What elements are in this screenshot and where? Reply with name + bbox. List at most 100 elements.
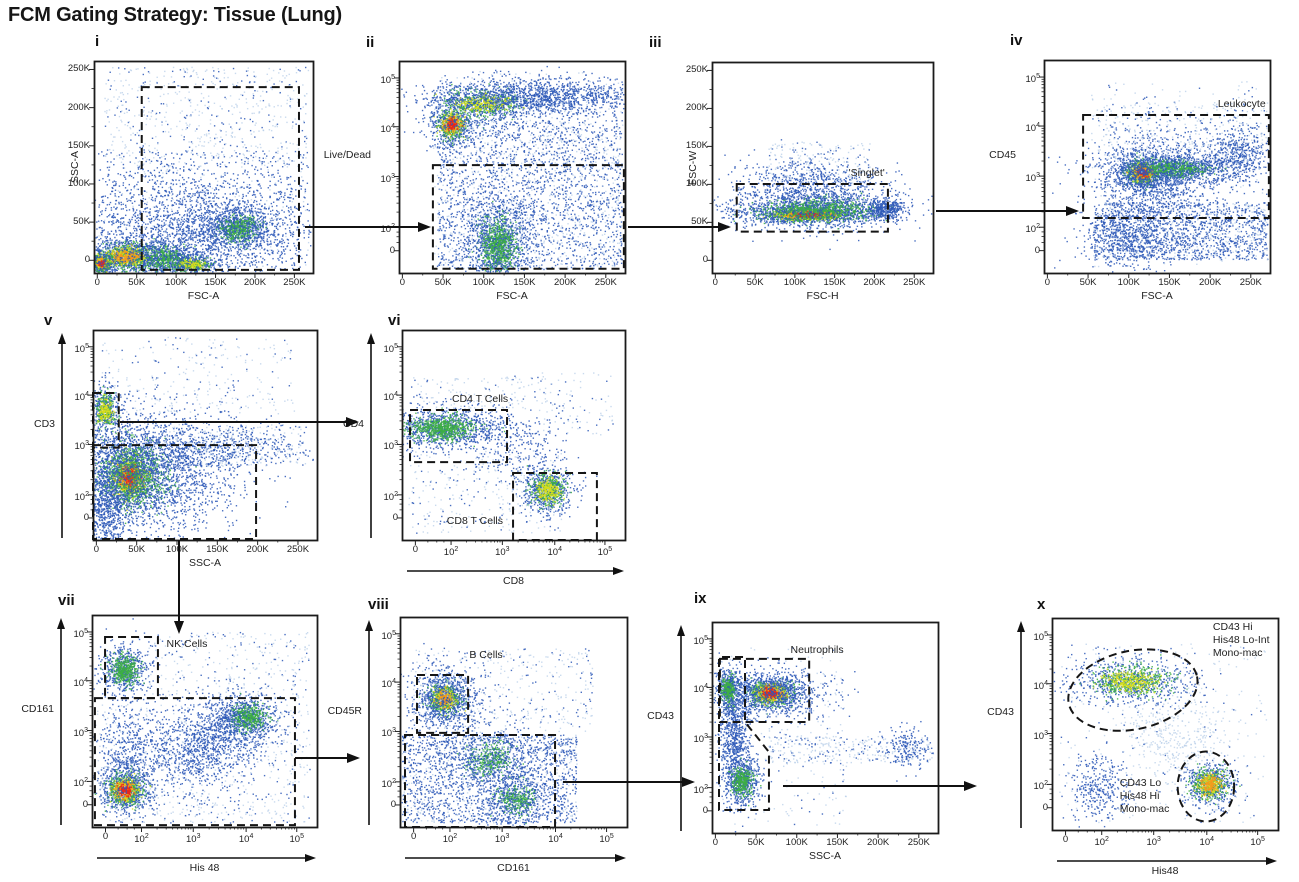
x-tick-label: 105 xyxy=(599,833,614,846)
x-tick-label: 0 xyxy=(399,277,406,288)
panel-numeral-vi: vi xyxy=(388,312,401,329)
panel-numeral-ix: ix xyxy=(694,590,707,607)
x-tick-label: 102 xyxy=(1094,836,1109,849)
figure-title: FCM Gating Strategy: Tissue (Lung) xyxy=(8,4,342,26)
x-axis-label-vi: CD8 xyxy=(502,575,524,587)
scatter-canvas-ii xyxy=(399,61,625,273)
scatter-canvas-i xyxy=(94,61,313,273)
x-tick-label: 50K xyxy=(747,837,765,848)
y-tick-label: 104 xyxy=(381,678,396,691)
x-axis-label-x: His48 xyxy=(1151,865,1179,877)
y-tick-label: 104 xyxy=(1033,679,1048,692)
y-tick-label: 105 xyxy=(73,627,88,641)
x-tick-label: 50K xyxy=(128,277,146,288)
x-axis-label-ii: FSC-A xyxy=(496,290,528,302)
y-tick-label: 103 xyxy=(73,726,88,739)
y-tick-label: 102 xyxy=(1025,223,1040,236)
y-axis-label-viii: CD45R xyxy=(327,704,362,717)
x-tick-label: 150K xyxy=(204,277,227,288)
x-tick-label: 150K xyxy=(206,544,229,555)
y-tick-label: 103 xyxy=(381,727,396,740)
y-tick-label: 104 xyxy=(73,676,88,689)
x-tick-label: 0 xyxy=(1062,834,1069,845)
y-tick-label: 103 xyxy=(383,440,398,453)
y-tick-label: 100K xyxy=(67,177,90,189)
x-tick-label: 150K xyxy=(823,277,846,288)
x-tick-label: 0 xyxy=(712,277,718,288)
x-tick-label: 250K xyxy=(907,837,930,848)
x-axis-label-v: SSC-A xyxy=(188,557,222,569)
y-tick-label: 0 xyxy=(390,798,396,810)
x-tick-label: 250K xyxy=(286,544,310,555)
x-tick-label: 0 xyxy=(410,831,417,842)
y-tick-label: 102 xyxy=(381,777,396,790)
x-tick-label: 105 xyxy=(597,546,613,559)
y-axis-label-x: CD43 xyxy=(987,706,1014,719)
x-tick-label: 102 xyxy=(443,546,459,559)
y-tick-label: 0 xyxy=(1042,801,1048,813)
x-tick-label: 200K xyxy=(554,277,577,288)
y-tick-label: 0 xyxy=(702,254,708,266)
population-label-vi-1: CD8 T Cells xyxy=(446,514,504,527)
scatter-canvas-iv xyxy=(1044,60,1270,273)
x-axis-label-ix: SSC-A xyxy=(808,850,842,862)
panel-numeral-x: x xyxy=(1037,596,1046,613)
y-tick-label: 0 xyxy=(392,511,398,523)
y-axis-label-i: SSC-A xyxy=(69,150,81,184)
scatter-canvas-v xyxy=(93,330,317,540)
y-tick-label: 102 xyxy=(380,223,395,236)
x-tick-label: 0 xyxy=(102,831,109,842)
x-tick-label: 103 xyxy=(495,546,510,559)
x-tick-label: 100K xyxy=(785,837,808,848)
x-tick-label: 104 xyxy=(548,833,563,846)
x-tick-label: 150K xyxy=(826,837,849,848)
x-tick-label: 50K xyxy=(1079,277,1097,288)
y-tick-label: 103 xyxy=(693,732,708,746)
x-tick-label: 200K xyxy=(863,277,886,288)
x-tick-label: 100K xyxy=(165,544,189,555)
x-tick-label: 50K xyxy=(434,277,452,288)
y-tick-label: 0 xyxy=(1034,244,1040,256)
x-tick-label: 250K xyxy=(594,277,617,288)
y-tick-label: 105 xyxy=(74,342,89,355)
y-tick-label: 200K xyxy=(685,102,708,114)
y-axis-label-ix: CD43 xyxy=(647,709,674,722)
x-axis-label-vii: His 48 xyxy=(189,862,220,874)
y-tick-label: 104 xyxy=(380,122,395,135)
x-tick-label: 200K xyxy=(246,544,269,555)
x-tick-label: 250K xyxy=(1239,277,1262,288)
y-tick-label: 104 xyxy=(74,391,89,404)
panel-numeral-iii: iii xyxy=(649,34,662,51)
x-axis-arrowhead xyxy=(615,854,626,862)
y-tick-label: 103 xyxy=(74,440,89,453)
x-tick-label: 102 xyxy=(442,833,458,846)
scatter-canvas-vi xyxy=(402,330,625,540)
y-tick-label: 0 xyxy=(82,798,88,810)
panel-numeral-vii: vii xyxy=(58,592,75,609)
y-axis-label-v: CD3 xyxy=(33,417,55,430)
y-axis-label-iv: CD45 xyxy=(989,148,1016,161)
population-label-x-0: CD43 Hi His48 Lo-Int Mono-mac xyxy=(1212,621,1270,660)
population-label-ix-0: Neutrophils xyxy=(790,643,844,656)
panel-numeral-v: v xyxy=(44,312,53,329)
y-tick-label: 102 xyxy=(74,490,89,503)
panel-numeral-ii: ii xyxy=(366,34,375,51)
population-label-viii-0: B Cells xyxy=(469,649,503,662)
x-tick-label: 100K xyxy=(783,277,806,288)
y-tick-label: 102 xyxy=(383,490,398,503)
population-label-vi-0: CD4 T Cells xyxy=(451,392,509,405)
panel-numeral-i: i xyxy=(95,33,100,50)
x-tick-label: 102 xyxy=(134,833,149,846)
y-tick-label: 0 xyxy=(702,804,708,816)
x-axis-label-iv: FSC-A xyxy=(1141,290,1173,302)
x-tick-label: 250K xyxy=(283,277,306,288)
panel-numeral-iv: iv xyxy=(1010,32,1023,49)
y-tick-label: 104 xyxy=(383,391,398,404)
population-label-iv-0: Leukocyte xyxy=(1217,98,1266,111)
x-axis-arrowhead xyxy=(1266,857,1277,865)
x-tick-label: 104 xyxy=(238,833,254,846)
y-tick-label: 105 xyxy=(381,629,396,642)
y-tick-label: 50K xyxy=(73,216,90,228)
x-tick-label: 103 xyxy=(186,833,201,846)
